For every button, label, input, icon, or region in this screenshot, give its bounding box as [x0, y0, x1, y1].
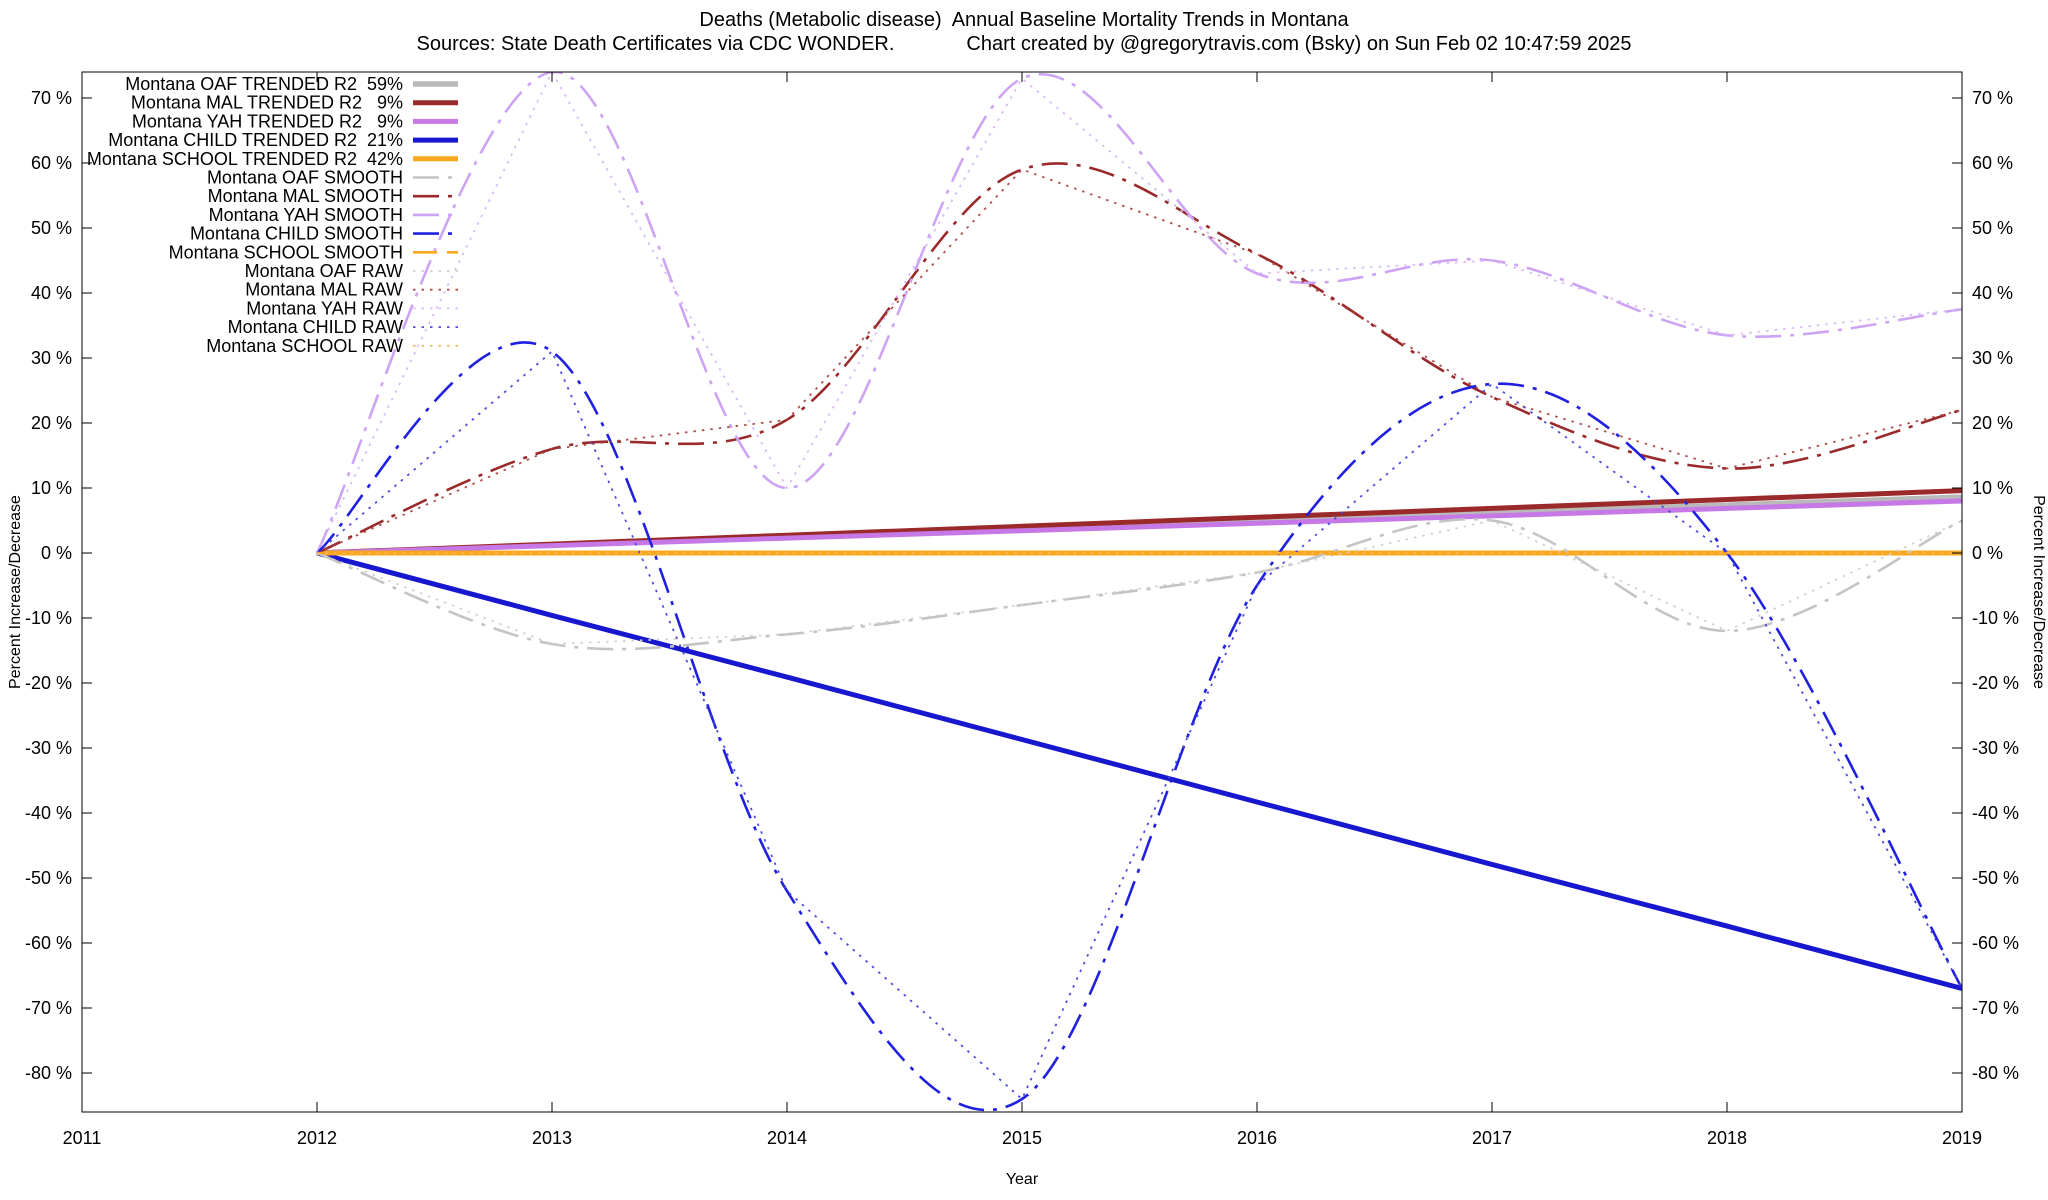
- legend-item: Montana OAF RAW: [245, 261, 458, 281]
- legend-label: Montana MAL TRENDED R2 9%: [131, 93, 403, 113]
- y-tick-label-right: 50 %: [1972, 218, 2013, 238]
- y-tick-label-left: 30 %: [31, 348, 72, 368]
- chart-subtitle: Sources: State Death Certificates via CD…: [0, 32, 2048, 56]
- y-tick-label-right: 0 %: [1972, 543, 2003, 563]
- series-child-smooth-line: [316, 341, 1962, 1112]
- y-tick-label-left: 20 %: [31, 413, 72, 433]
- x-tick-label: 2017: [1472, 1128, 1512, 1148]
- y-tick-label-left: -10 %: [25, 608, 72, 628]
- y-tick-label-left: 70 %: [31, 88, 72, 108]
- y-tick-label-left: -40 %: [25, 803, 72, 823]
- legend-item: Montana SCHOOL RAW: [206, 336, 458, 356]
- legend-item: Montana YAH RAW: [246, 298, 458, 318]
- series-yah-trended-line: [316, 498, 1962, 556]
- x-axis-label: Year: [1006, 1171, 1039, 1188]
- y-tick-label-left: -50 %: [25, 868, 72, 888]
- series-oaf-smooth-line: [316, 518, 1962, 651]
- legend-label: Montana OAF SMOOTH: [207, 168, 403, 188]
- x-tick-label: 2012: [297, 1128, 337, 1148]
- y-axis-label-left: Percent Increase/Decrease: [7, 495, 24, 689]
- series-child-trended-line: [316, 550, 1962, 991]
- legend-item: Montana CHILD RAW: [228, 317, 458, 337]
- legend-item: Montana MAL TRENDED R2 9%: [131, 93, 458, 113]
- legend-item: Montana CHILD SMOOTH: [190, 224, 458, 244]
- legend-label: Montana YAH RAW: [246, 298, 403, 318]
- legend-label: Montana YAH SMOOTH: [209, 205, 403, 225]
- chart-credit-note: Chart created by @gregorytravis.com (Bsk…: [966, 33, 1632, 55]
- x-tick-label: 2018: [1707, 1128, 1747, 1148]
- legend-item: Montana OAF TRENDED R2 59%: [125, 74, 458, 94]
- legend-label: Montana OAF RAW: [245, 261, 403, 281]
- y-tick-label-right: -50 %: [1972, 868, 2019, 888]
- y-tick-label-left: 10 %: [31, 478, 72, 498]
- series-yah-smooth-line: [315, 72, 1962, 554]
- y-tick-label-right: 20 %: [1972, 413, 2013, 433]
- y-tick-label-left: -60 %: [25, 933, 72, 953]
- y-tick-label-right: 70 %: [1972, 88, 2013, 108]
- chart-title: Deaths (Metabolic disease) Annual Baseli…: [699, 9, 1349, 31]
- series-child-raw-line: [316, 350, 1962, 1100]
- y-tick-label-left: -70 %: [25, 998, 72, 1018]
- y-tick-label-left: 60 %: [31, 153, 72, 173]
- y-tick-label-right: -80 %: [1972, 1063, 2019, 1083]
- chart-header: Deaths (Metabolic disease) Annual Baseli…: [0, 8, 2048, 56]
- legend-item: Montana YAH SMOOTH: [209, 205, 458, 225]
- legend-label: Montana SCHOOL SMOOTH: [169, 242, 403, 262]
- x-tick-label: 2015: [1002, 1128, 1042, 1148]
- series-mal-raw-line: [316, 168, 1962, 554]
- legend-label: Montana SCHOOL TRENDED R2 42%: [87, 149, 403, 169]
- series-oaf-raw-line: [316, 519, 1962, 645]
- y-tick-label-right: 10 %: [1972, 478, 2013, 498]
- y-tick-label-left: -80 %: [25, 1063, 72, 1083]
- legend-label: Montana OAF TRENDED R2 59%: [125, 74, 403, 94]
- x-tick-label: 2014: [767, 1128, 807, 1148]
- y-axis-label-right: Percent Increase/Decrease: [2030, 495, 2047, 689]
- legend-item: Montana SCHOOL TRENDED R2 42%: [87, 149, 458, 169]
- y-tick-label-right: -30 %: [1972, 738, 2019, 758]
- legend-label: Montana MAL SMOOTH: [208, 186, 403, 206]
- y-tick-label-right: 60 %: [1972, 153, 2013, 173]
- legend-item: Montana OAF SMOOTH: [207, 168, 458, 188]
- x-tick-label: 2016: [1237, 1128, 1277, 1148]
- y-tick-label-right: -40 %: [1972, 803, 2019, 823]
- legend-label: Montana SCHOOL RAW: [206, 336, 403, 356]
- y-tick-label-left: -20 %: [25, 673, 72, 693]
- chart-source-note: Sources: State Death Certificates via CD…: [416, 33, 895, 55]
- series-yah-raw-line: [316, 72, 1962, 554]
- legend-label: Montana CHILD RAW: [228, 317, 403, 337]
- series-layer: [315, 72, 1962, 1112]
- legend-item: Montana MAL RAW: [245, 280, 458, 300]
- y-tick-label-left: 50 %: [31, 218, 72, 238]
- legend-label: Montana CHILD TRENDED R2 21%: [108, 130, 403, 150]
- series-mal-smooth-line: [316, 162, 1962, 555]
- legend-label: Montana MAL RAW: [245, 280, 403, 300]
- chart-legend: Montana OAF TRENDED R2 59%Montana MAL TR…: [87, 74, 458, 356]
- legend-item: Montana YAH TRENDED R2 9%: [132, 111, 458, 131]
- legend-label: Montana CHILD SMOOTH: [190, 224, 403, 244]
- legend-item: Montana SCHOOL SMOOTH: [169, 242, 458, 262]
- y-tick-label-left: 0 %: [41, 543, 72, 563]
- y-tick-label-left: -30 %: [25, 738, 72, 758]
- y-tick-label-right: -60 %: [1972, 933, 2019, 953]
- y-tick-label-right: -20 %: [1972, 673, 2019, 693]
- x-tick-label: 2011: [63, 1128, 102, 1148]
- y-tick-label-right: -70 %: [1972, 998, 2019, 1018]
- legend-item: Montana CHILD TRENDED R2 21%: [108, 130, 458, 150]
- x-tick-label: 2019: [1942, 1128, 1982, 1148]
- legend-label: Montana YAH TRENDED R2 9%: [132, 111, 403, 131]
- y-tick-label-left: 40 %: [31, 283, 72, 303]
- x-tick-label: 2013: [532, 1128, 572, 1148]
- y-tick-label-right: 30 %: [1972, 348, 2013, 368]
- legend-item: Montana MAL SMOOTH: [208, 186, 458, 206]
- y-tick-label-right: -10 %: [1972, 608, 2019, 628]
- y-tick-label-right: 40 %: [1972, 283, 2013, 303]
